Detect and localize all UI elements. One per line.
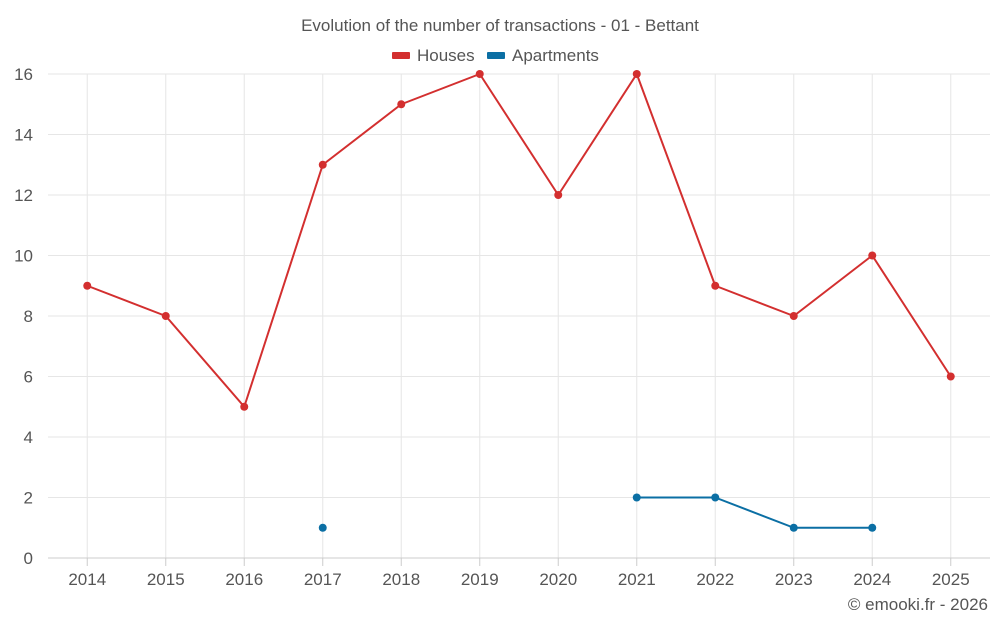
x-tick-label: 2020 (539, 570, 577, 589)
y-tick-label: 0 (24, 549, 33, 568)
data-point-houses (397, 100, 406, 109)
data-point-houses (632, 70, 641, 78)
grid (48, 73, 990, 558)
x-tick-label: 2018 (382, 570, 420, 589)
x-tick-label: 2024 (853, 570, 891, 589)
legend-swatch (392, 52, 410, 59)
series-line-apartments (636, 496, 873, 529)
series-houses (83, 70, 955, 411)
legend-swatch (487, 52, 505, 59)
series-line-houses (86, 73, 952, 408)
y-tick-label: 8 (24, 307, 33, 326)
y-tick-label: 14 (14, 126, 33, 145)
credit-text: © emooki.fr - 2026 (848, 595, 988, 614)
data-point-houses (318, 160, 327, 169)
x-tick-label: 2022 (696, 570, 734, 589)
legend-item-houses: Houses (392, 46, 475, 65)
x-tick-label: 2021 (618, 570, 656, 589)
x-tick-label: 2015 (147, 570, 185, 589)
y-tick-label: 4 (24, 428, 33, 447)
x-tick-label: 2019 (461, 570, 499, 589)
x-tick-label: 2025 (932, 570, 970, 589)
series-apartments (318, 493, 877, 532)
axes: 0 2 4 6 8 10 12 14 16 2014 2015 2016 2017 2018 2019 202… (14, 65, 990, 589)
data-point-houses (789, 312, 798, 320)
legend-label: Apartments (512, 46, 599, 65)
x-tick-label: 2016 (225, 570, 263, 589)
data-point-houses (946, 372, 955, 381)
series (83, 70, 955, 532)
y-tick-label: 2 (24, 489, 33, 508)
x-tick-label: 2014 (68, 570, 106, 589)
data-point-apartments (711, 493, 720, 502)
data-point-houses (868, 251, 877, 260)
data-point-apartments (868, 523, 877, 532)
data-point-apartments (789, 523, 798, 532)
y-tick-label: 12 (14, 186, 33, 205)
data-point-houses (475, 70, 484, 78)
legend-item-apartments: Apartments (487, 46, 599, 65)
data-point-houses (161, 312, 170, 320)
legend: Houses Apartments (392, 46, 599, 65)
y-tick-label: 10 (14, 247, 33, 266)
data-point-houses (240, 402, 249, 411)
data-point-houses (554, 191, 563, 199)
legend-label: Houses (417, 46, 475, 65)
data-point-houses (83, 281, 92, 290)
x-tick-label: 2017 (304, 570, 342, 589)
data-point-apartments (318, 523, 327, 532)
y-tick-label: 16 (14, 65, 33, 84)
chart-title: Evolution of the number of transactions … (301, 16, 699, 35)
data-point-houses (711, 281, 720, 290)
data-point-apartments (632, 493, 641, 502)
x-tick-label: 2023 (775, 570, 813, 589)
y-tick-label: 6 (24, 368, 33, 387)
